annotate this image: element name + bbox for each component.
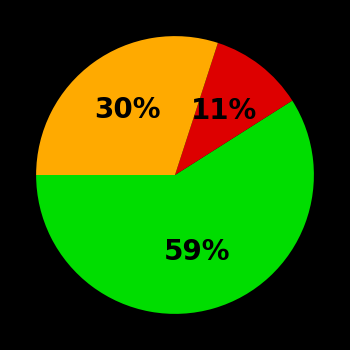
Wedge shape [175,43,292,175]
Wedge shape [36,100,314,314]
Text: 59%: 59% [164,238,231,266]
Text: 11%: 11% [191,97,258,125]
Text: 30%: 30% [94,96,161,124]
Wedge shape [36,36,218,175]
